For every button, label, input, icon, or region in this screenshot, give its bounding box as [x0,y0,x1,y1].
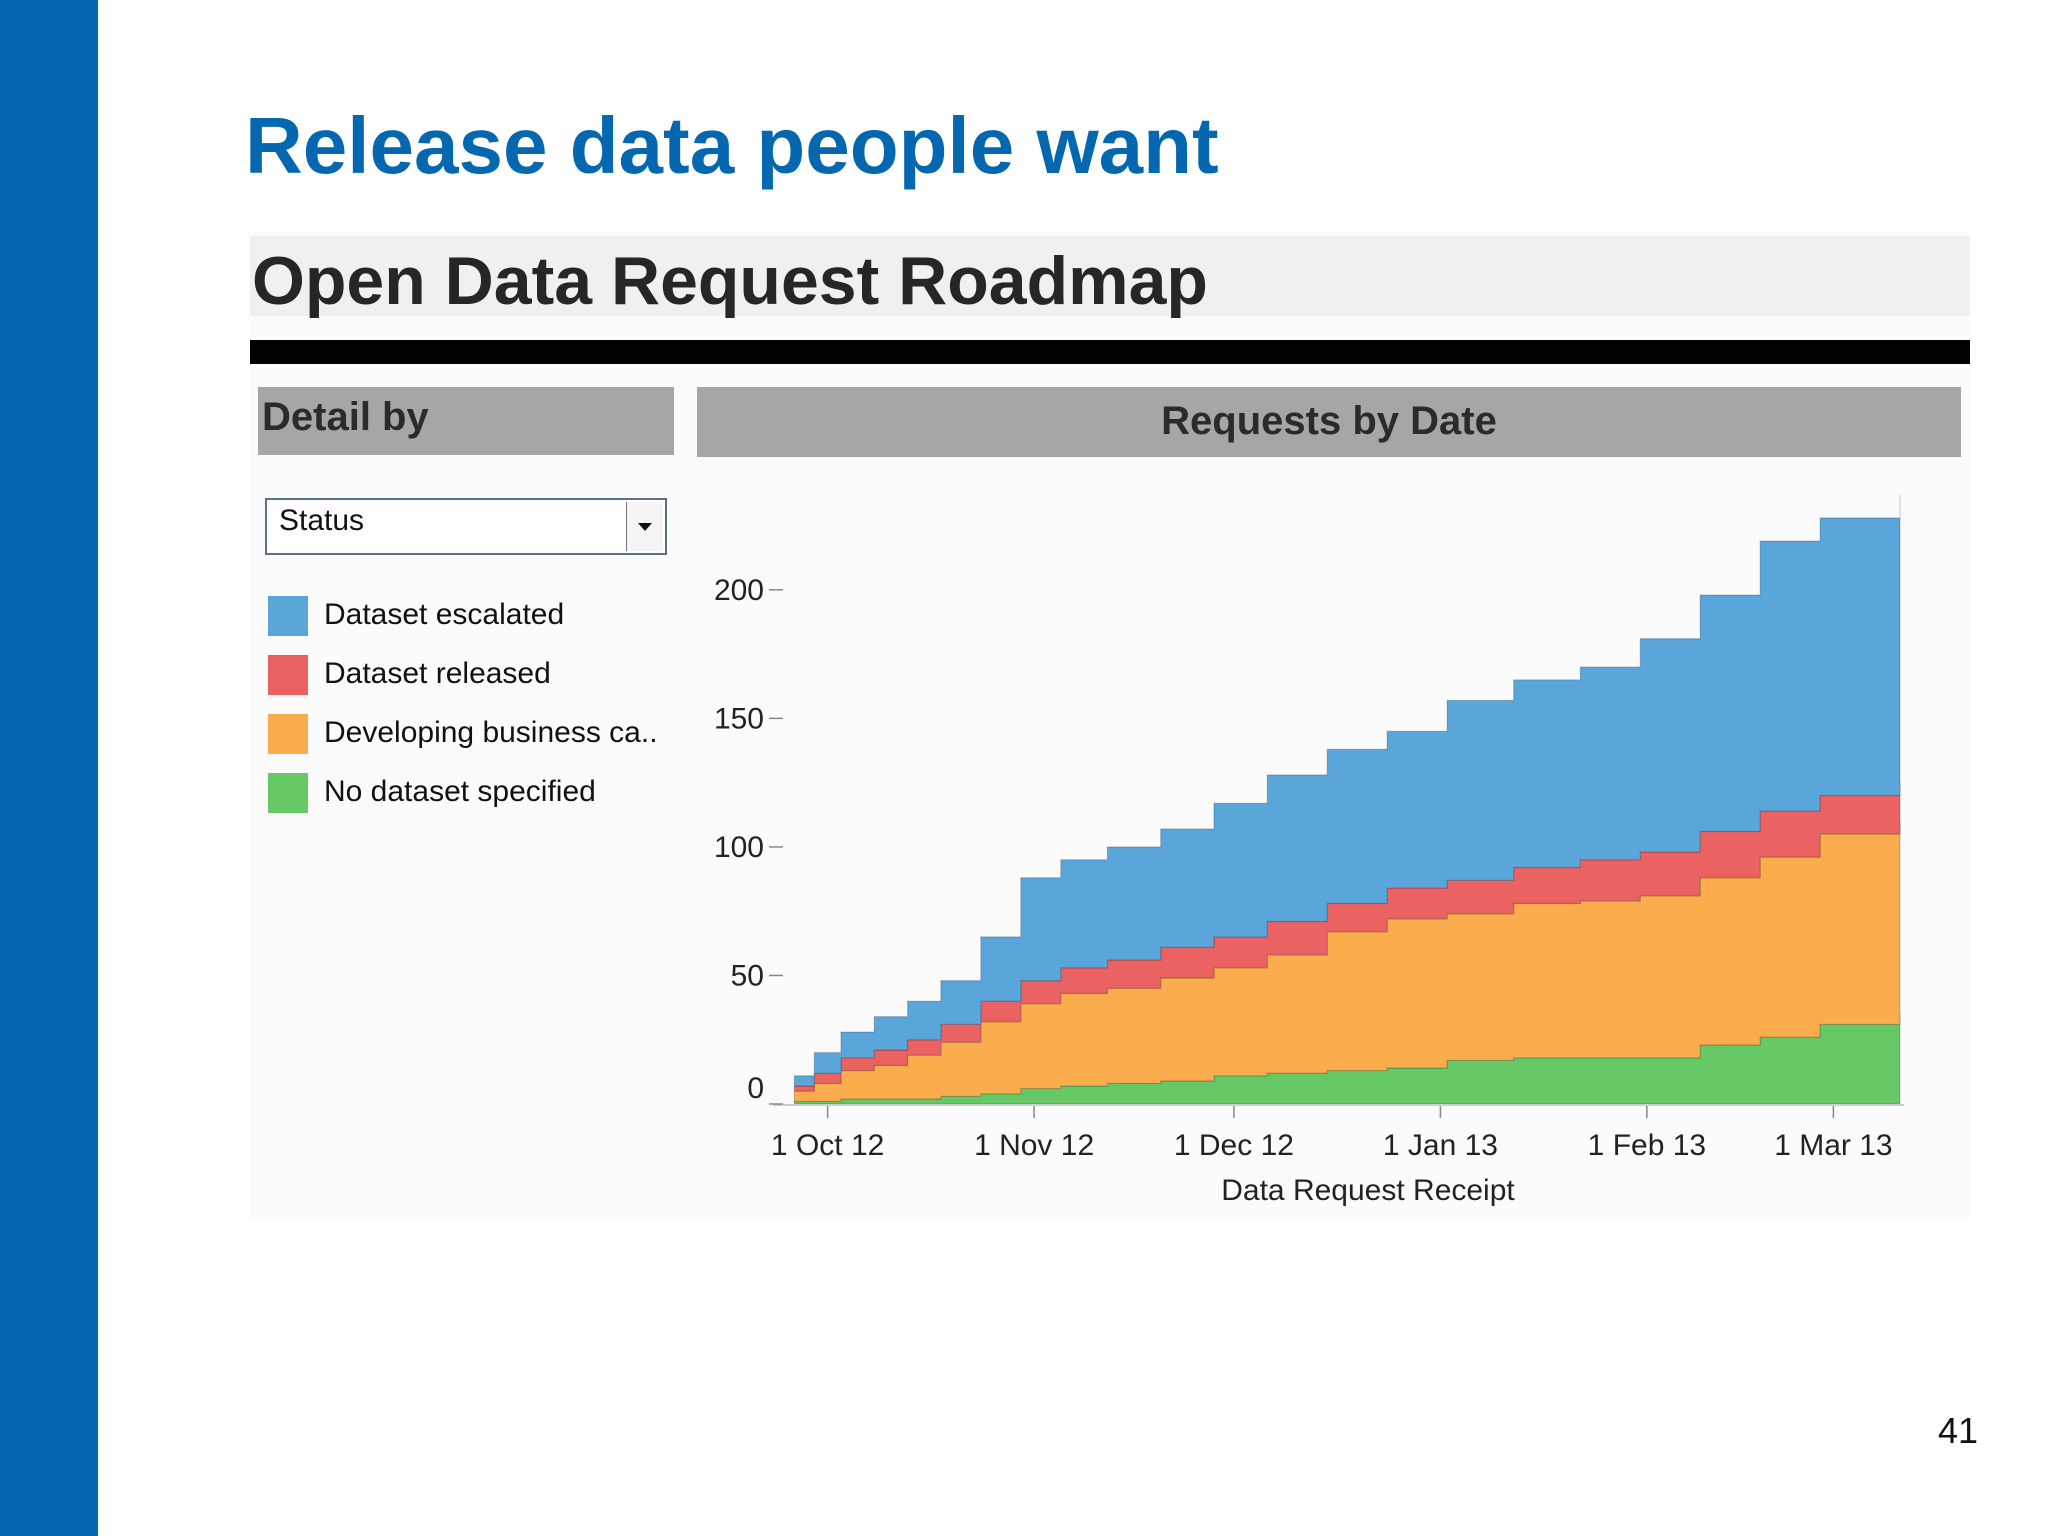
legend-swatch-developing-business-case [268,714,308,754]
detail-by-select[interactable]: Status [265,498,667,555]
y-tick-label-0: 0 [747,1072,764,1105]
requests-by-date-chart: 0 50 100 150 200 1 Oct 12 1 Nov 12 1 Dec 12 1 Ja… [714,494,1904,1207]
x-tick-label-2013-02-01: 1 Feb 13 [1588,1129,1706,1162]
y-tick-label-50: 50 [731,959,764,992]
x-tick-label-2012-10-01: 1 Oct 12 [771,1129,884,1162]
area-dataset-escalated [793,494,1901,1087]
x-tick-label-2012-12-01: 1 Dec 12 [1174,1129,1294,1162]
dashboard-title-bar: Open Data Request Roadmap [250,236,1970,319]
x-axis-label: Data Request Receipt [1221,1174,1515,1207]
legend-label: Dataset released [324,657,551,690]
x-tick-label-2013-03-01: 1 Mar 13 [1774,1129,1892,1162]
dashboard-title: Open Data Request Roadmap [252,243,1208,319]
y-tick-label-100: 100 [714,831,764,864]
legend-label: Dataset escalated [324,598,565,631]
legend-label: No dataset specified [324,775,596,808]
y-tick-label-150: 150 [714,702,764,735]
detail-by-select-value: Status [279,504,365,537]
legend-swatch-dataset-escalated [268,596,308,636]
chart-header: Requests by Date [697,387,1961,457]
chevron-down-icon[interactable] [626,502,663,551]
x-tick-label-2012-11-01: 1 Nov 12 [974,1129,1094,1162]
x-tick-label-2013-01-01: 1 Jan 13 [1383,1129,1498,1162]
detail-by-header: Detail by [258,387,674,455]
slide-title: Release data people want [245,101,1219,190]
page-number: 41 [1938,1410,1979,1451]
legend-label: Developing business ca.. [324,716,658,749]
legend-swatch-dataset-released [268,655,308,695]
y-tick-label-200: 200 [714,574,764,607]
legend-swatch-no-dataset-specified [268,773,308,813]
dashboard-divider [250,340,1970,364]
side-accent-bar [0,0,98,1536]
